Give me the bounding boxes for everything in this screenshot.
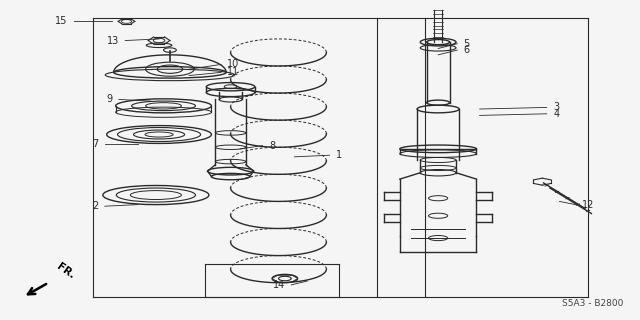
Text: 14: 14 <box>273 280 285 290</box>
Text: 11: 11 <box>227 68 239 77</box>
Text: 3: 3 <box>553 102 559 112</box>
Text: FR.: FR. <box>55 262 77 281</box>
Text: 6: 6 <box>464 45 470 55</box>
Text: 10: 10 <box>227 60 239 69</box>
Text: 5: 5 <box>464 39 470 49</box>
Text: 9: 9 <box>106 94 113 104</box>
Text: 2: 2 <box>92 201 99 211</box>
Text: 12: 12 <box>582 200 594 210</box>
Text: 8: 8 <box>269 141 275 151</box>
Text: S5A3 - B2800: S5A3 - B2800 <box>562 299 623 308</box>
Text: 4: 4 <box>553 109 559 119</box>
Text: 13: 13 <box>107 36 119 45</box>
Text: 15: 15 <box>56 16 68 27</box>
Text: 7: 7 <box>92 139 99 149</box>
Text: 1: 1 <box>336 150 342 160</box>
